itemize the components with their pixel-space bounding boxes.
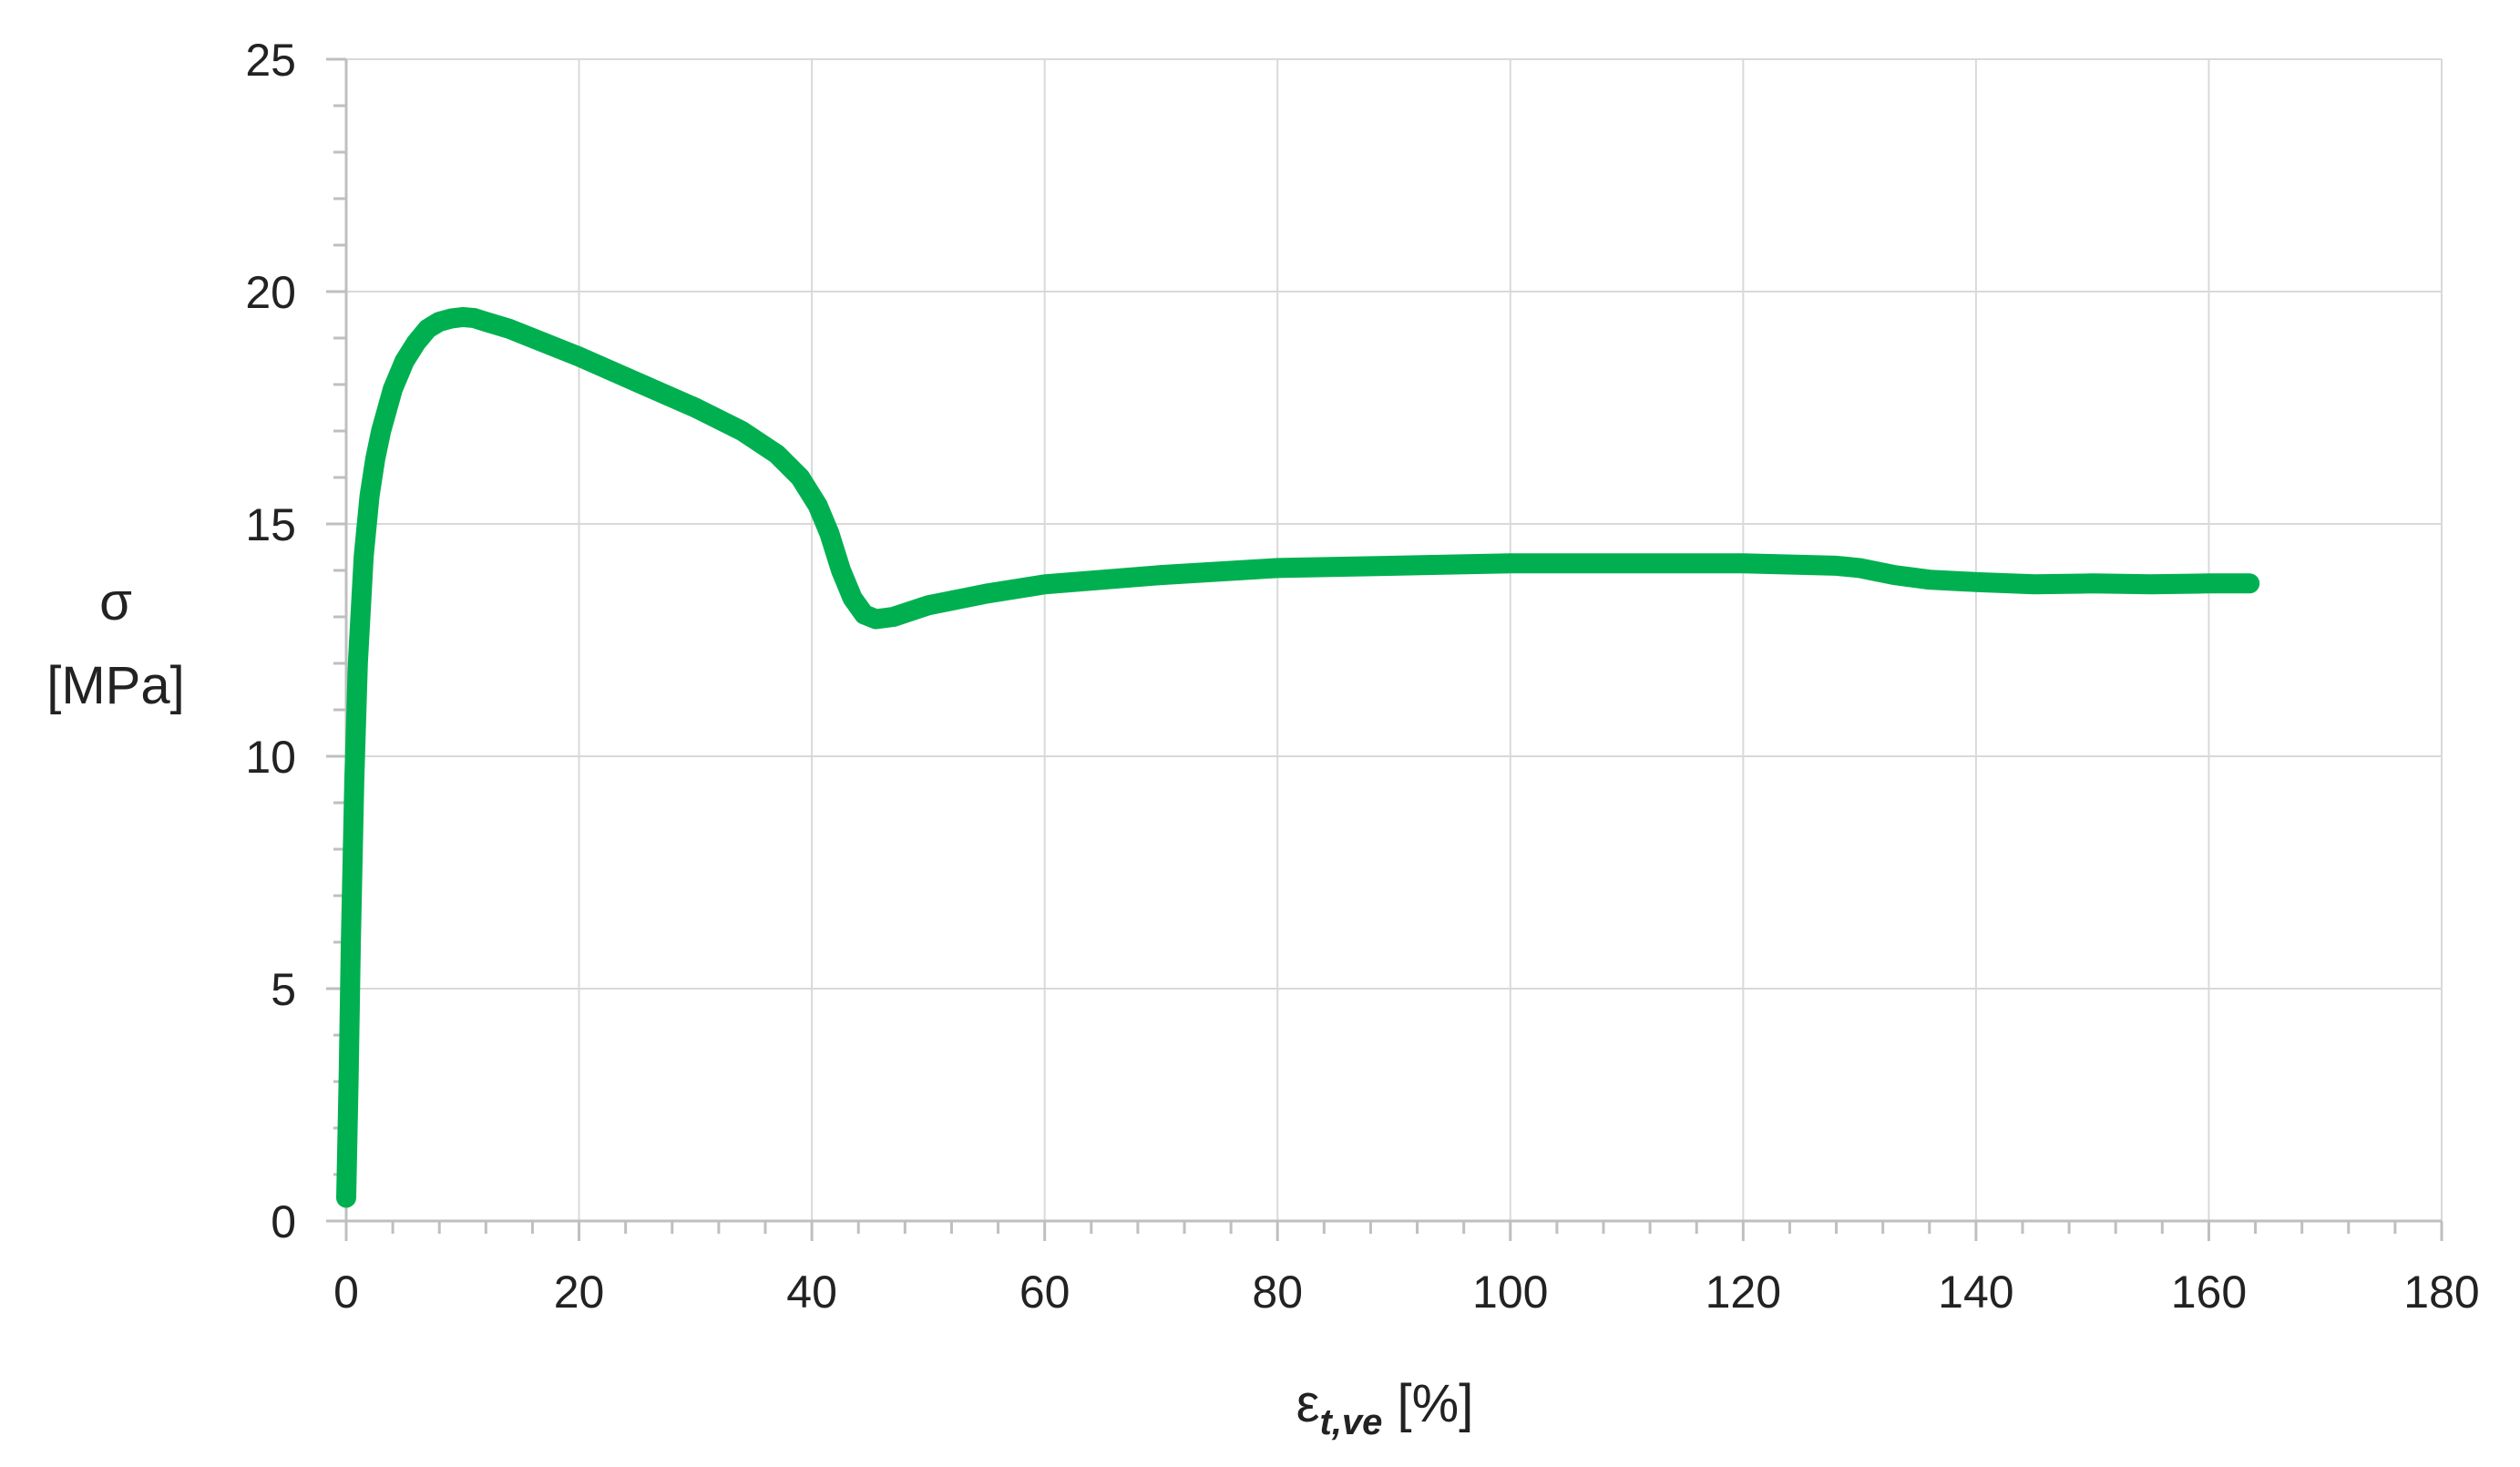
x-tick-label: 120 [1706,1267,1781,1318]
y-tick-label: 0 [271,1196,296,1247]
y-tick-label: 20 [245,267,296,318]
y-tick-label: 25 [245,35,296,86]
y-axis-title: σ [MPa] [46,572,185,715]
y-tick-label: 5 [271,964,296,1015]
x-tick-label: 80 [1252,1267,1303,1318]
axes [326,57,2443,1241]
x-tick-label: 60 [1019,1267,1070,1318]
y-tick-label: 15 [245,499,296,550]
y-axis-symbol: σ [99,572,132,631]
x-axis-subscript: t,ve [1320,1402,1383,1442]
x-tick-label: 160 [2171,1267,2247,1318]
x-tick-label: 140 [1938,1267,2013,1318]
x-axis-unit: [%] [1382,1374,1473,1433]
x-tick-label: 180 [2403,1267,2479,1318]
x-axis-symbol: ε [1296,1374,1320,1433]
x-axis-title: εt,ve [%] [1296,1374,1474,1442]
series-layer [336,307,2260,1208]
x-tick-label: 100 [1472,1267,1548,1318]
tick-labels: 0 20 40 60 80 100 120 140 160 180 0 5 10 15 20 25 [245,35,2479,1318]
y-axis-unit: [MPa] [46,656,185,715]
grid [346,58,2443,1221]
x-tick-label: 40 [786,1267,837,1318]
y-tick-label: 10 [245,732,296,783]
series-line [336,307,2260,1208]
x-tick-label: 20 [554,1267,605,1318]
x-tick-label: 0 [333,1267,359,1318]
